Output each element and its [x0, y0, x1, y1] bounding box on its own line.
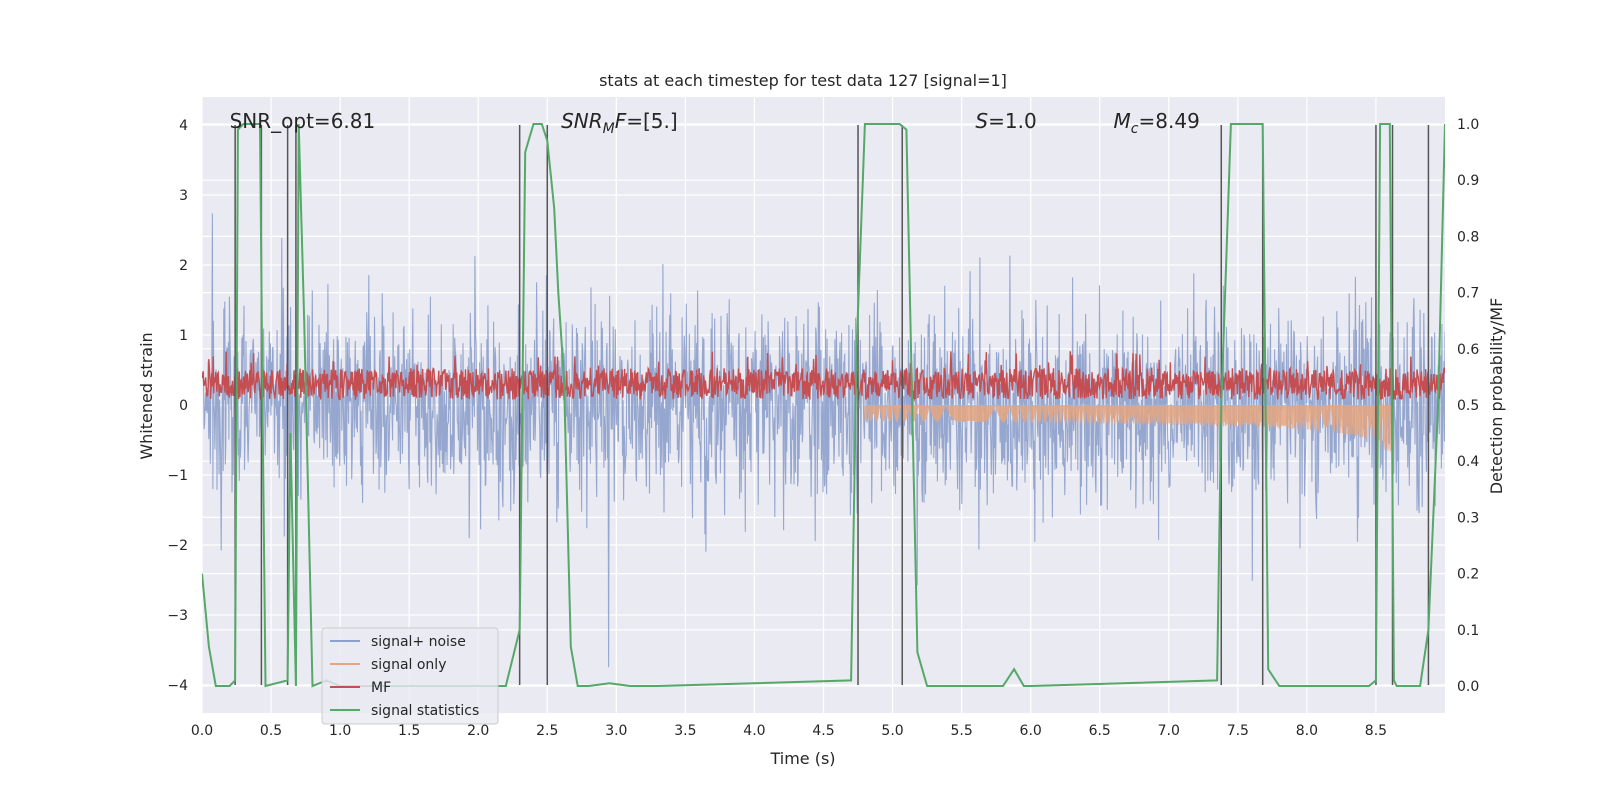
x-tick-label: 4.5 [812, 723, 834, 739]
y-right-tick-label: 0.4 [1457, 454, 1479, 470]
y-left-tick-label: −2 [167, 538, 188, 554]
series-mf [202, 351, 1445, 402]
x-tick-label: 2.5 [536, 723, 558, 739]
y-axis-right-label: Detection probability/MF [1487, 298, 1506, 495]
x-tick-label: 2.0 [467, 723, 489, 739]
y-left-tick-label: 4 [179, 118, 188, 134]
y-right-tick-label: 0.9 [1457, 173, 1479, 189]
legend-box [321, 627, 499, 725]
y-right-tick-label: 0.1 [1457, 623, 1479, 639]
x-tick-label: 8.5 [1365, 723, 1387, 739]
x-tick-label: 7.0 [1158, 723, 1180, 739]
annotation: SNR_opt=6.81 [230, 109, 376, 133]
mf-line [202, 351, 1445, 402]
chart-title: stats at each timestep for test data 127… [599, 71, 1007, 90]
legend-label-noise: signal+ noise [371, 634, 466, 650]
x-axis: 0.0 0.5 1.0 1.5 2.0 2.5 3.0 3.5 4.0 4.5 5.0 5.5 6.0 6… [191, 723, 1387, 739]
x-tick-label: 6.5 [1089, 723, 1111, 739]
plot-content [202, 123, 1445, 688]
y-right-tick-label: 0.8 [1457, 229, 1479, 245]
series-signal-noise [202, 213, 1445, 668]
y-left-tick-label: 2 [179, 258, 188, 274]
legend-label-mf: MF [371, 680, 391, 696]
annotations: SNR_opt=6.81 SNRMF=[5.] S=1.0 Mc=8.49 [230, 109, 1200, 137]
y-left-tick-label: 3 [179, 188, 188, 204]
y-right-tick-label: 0.5 [1457, 398, 1479, 414]
y-right-tick-label: 0.3 [1457, 510, 1479, 526]
x-tick-label: 5.0 [881, 723, 903, 739]
y-left-tick-label: −3 [167, 608, 188, 624]
annotation: SNRMF=[5.] [561, 109, 678, 137]
legend: signal+ noise signal only MF signal stat… [321, 627, 499, 725]
x-tick-label: 1.5 [398, 723, 420, 739]
legend-label-stats: signal statistics [371, 703, 479, 719]
signal-chirp [864, 403, 1393, 452]
annotation: Mc=8.49 [1114, 109, 1200, 137]
y-left-tick-label: −4 [167, 678, 188, 694]
y-right-tick-label: 0.2 [1457, 567, 1479, 583]
legend-label-signal: signal only [371, 657, 446, 673]
y-left-tick-label: 1 [179, 328, 188, 344]
x-tick-label: 4.0 [743, 723, 765, 739]
y-left-tick-label: −1 [167, 468, 188, 484]
x-tick-label: 8.0 [1296, 723, 1318, 739]
y-right-tick-label: 0.0 [1457, 679, 1479, 695]
y-right-tick-label: 0.7 [1457, 286, 1479, 302]
x-tick-label: 5.5 [950, 723, 972, 739]
y-axis-left-label: Whitened strain [137, 332, 156, 459]
x-tick-label: 0.5 [260, 723, 282, 739]
series-signal-statistics [202, 123, 1445, 688]
x-tick-label: 0.0 [191, 723, 213, 739]
stats-line [202, 123, 1445, 688]
x-tick-label: 3.5 [674, 723, 696, 739]
y-right-tick-label: 0.6 [1457, 342, 1479, 358]
x-axis-label: Time (s) [769, 749, 835, 768]
y-axis-left: −4 −3 −2 −1 0 1 2 3 4 [167, 118, 188, 694]
series-signal-only [864, 403, 1393, 452]
x-tick-label: 7.5 [1227, 723, 1249, 739]
x-tick-label: 3.0 [605, 723, 627, 739]
x-tick-label: 6.0 [1020, 723, 1042, 739]
y-axis-right: 0.0 0.1 0.2 0.3 0.4 0.5 0.6 0.7 0.8 0.9 1.0 [1457, 117, 1479, 695]
noise-line [202, 213, 1445, 668]
x-tick-label: 1.0 [329, 723, 351, 739]
y-left-tick-label: 0 [179, 398, 188, 414]
annotation: S=1.0 [975, 109, 1036, 133]
y-right-tick-label: 1.0 [1457, 117, 1479, 133]
